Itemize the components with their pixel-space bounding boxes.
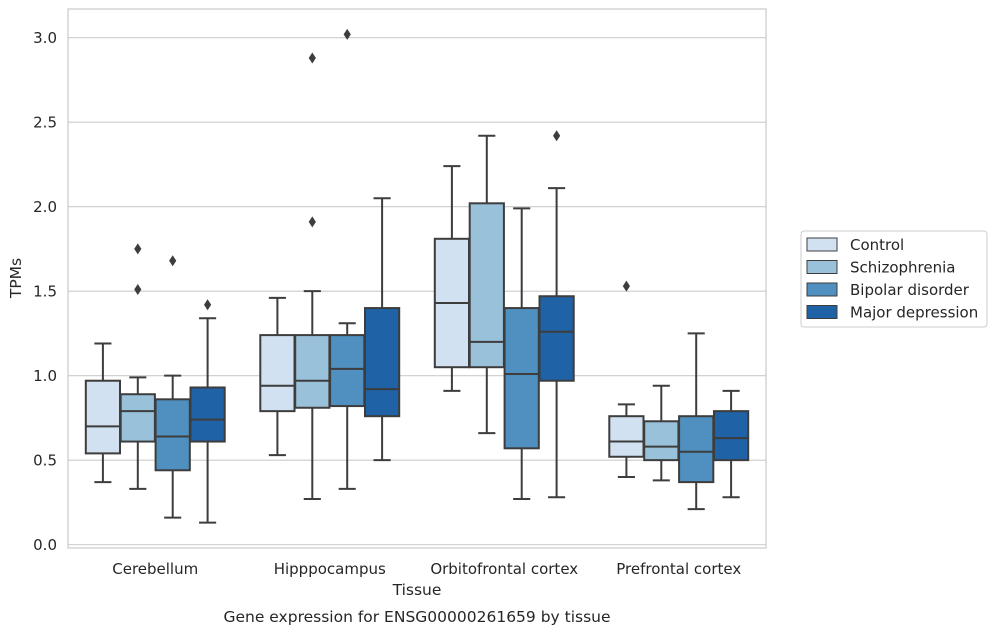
box-iqr	[84, 379, 122, 455]
box-iqr	[154, 398, 191, 472]
outlier-point	[308, 52, 316, 64]
outlier-point	[169, 255, 177, 267]
box-group	[294, 52, 331, 500]
outlier-point	[622, 280, 630, 292]
y-tick-label: 0.0	[33, 536, 57, 554]
box-group	[259, 296, 296, 457]
legend-swatch	[806, 282, 838, 297]
outlier-point	[134, 243, 142, 255]
y-tick-label: 1.0	[33, 367, 57, 385]
box-iqr	[363, 307, 401, 418]
outlier-point	[553, 130, 561, 142]
box-group	[329, 28, 366, 490]
y-tick-label: 0.5	[33, 452, 57, 470]
legend-label: Schizophrenia	[850, 259, 955, 277]
outlier-point	[204, 299, 212, 311]
legend: Control Schizophrenia Bipolar disorder Majo…	[800, 230, 988, 328]
box-iqr	[259, 334, 296, 413]
y-tick-label: 2.0	[33, 198, 57, 216]
box-group	[608, 280, 645, 479]
y-axis-title: TPMs	[7, 258, 25, 299]
box-iqr	[189, 386, 226, 443]
chart-caption: Gene expression for ENSG00000261659 by t…	[223, 608, 610, 626]
box-iqr	[119, 393, 156, 443]
box-group	[468, 134, 505, 435]
outlier-point	[343, 28, 351, 40]
box-iqr	[643, 420, 680, 462]
x-tick-labels: Cerebellum Hipppocampus Orbitofrontal cort…	[112, 560, 741, 578]
y-tick-label: 1.5	[33, 283, 57, 301]
y-tick-label: 3.0	[33, 29, 57, 47]
box-iqr	[538, 295, 575, 382]
y-tick-labels: 0.0 0.5 1.0 1.5 2.0 2.5 3.0	[33, 29, 57, 554]
box-group	[363, 197, 401, 462]
box-group	[84, 342, 122, 484]
x-tick-label: Cerebellum	[112, 560, 198, 578]
box-iqr	[329, 334, 366, 408]
box-iqr	[294, 334, 331, 409]
legend-box	[800, 230, 988, 328]
x-tick-label: Prefrontal cortex	[616, 560, 741, 578]
legend-swatch	[806, 260, 838, 274]
box-group	[538, 130, 575, 499]
legend-label: Major depression	[850, 304, 978, 322]
x-axis-title: Tissue	[392, 581, 442, 599]
x-tick-label: Hipppocampus	[274, 560, 386, 578]
plot-frame	[67, 8, 767, 549]
box-group	[433, 165, 471, 392]
box-group	[643, 384, 680, 482]
box-iqr	[503, 307, 540, 450]
box-iqr	[678, 415, 715, 484]
x-tick-label: Orbitofrontal cortex	[430, 560, 578, 578]
legend-swatch	[806, 237, 838, 252]
y-tick-label: 2.5	[33, 114, 57, 132]
box-group	[154, 255, 191, 519]
box-group	[678, 332, 715, 511]
box-group	[119, 243, 156, 490]
box-group	[189, 299, 226, 524]
box-marks	[84, 28, 750, 524]
outlier-point	[134, 283, 142, 295]
legend-label: Bipolar disorder	[850, 281, 970, 299]
outlier-point	[308, 216, 316, 228]
legend-label: Control	[850, 236, 904, 254]
box-group	[503, 207, 540, 500]
box-iqr	[608, 415, 645, 458]
box-iqr	[468, 202, 505, 369]
box-iqr	[712, 410, 750, 462]
legend-swatch	[806, 305, 838, 319]
box-group	[712, 389, 750, 499]
